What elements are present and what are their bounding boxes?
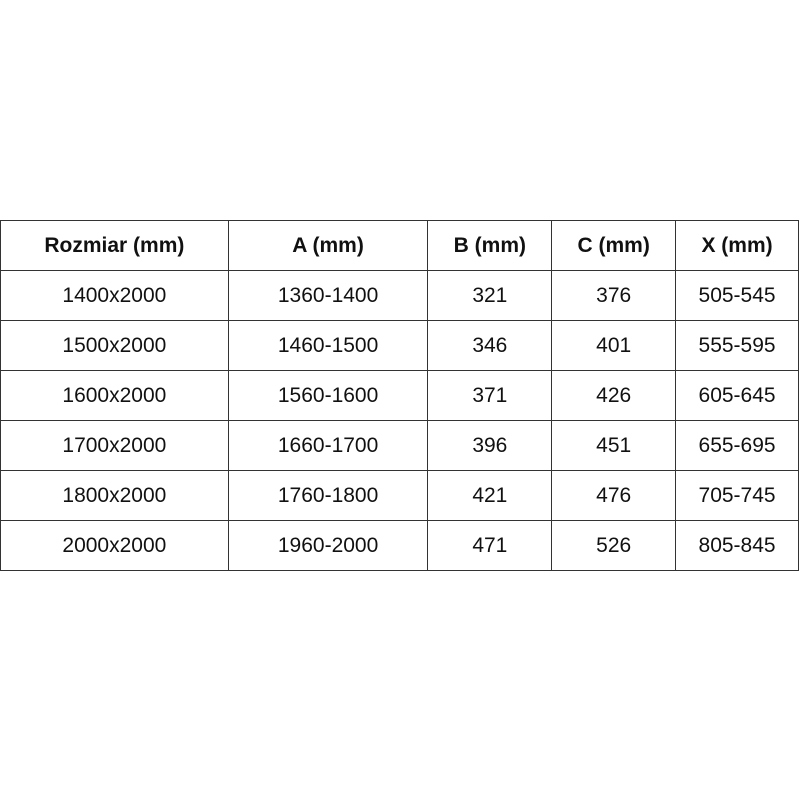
table-cell: 371 <box>427 370 553 421</box>
table-cell: 526 <box>551 520 677 571</box>
table-row: 1400x2000 1360-1400 321 376 505-545 <box>0 270 799 321</box>
table-cell: 321 <box>427 270 553 321</box>
table-cell: 2000x2000 <box>0 520 229 571</box>
table-cell: 1660-1700 <box>227 420 429 471</box>
table-row: 1600x2000 1560-1600 371 426 605-645 <box>0 370 799 421</box>
table-cell: 421 <box>427 470 553 521</box>
table-cell: 1760-1800 <box>227 470 429 521</box>
table-cell: 1500x2000 <box>0 320 229 371</box>
table-cell: 1700x2000 <box>0 420 229 471</box>
table-cell: 376 <box>551 270 677 321</box>
table-cell: 555-595 <box>675 320 799 371</box>
header-row: Rozmiar (mm) A (mm) B (mm) C (mm) X (mm) <box>0 220 799 271</box>
table-cell: 1960-2000 <box>227 520 429 571</box>
table-cell: 1460-1500 <box>227 320 429 371</box>
table-cell: 1400x2000 <box>0 270 229 321</box>
table-cell: 805-845 <box>675 520 799 571</box>
table-cell: 426 <box>551 370 677 421</box>
table-cell: 1360-1400 <box>227 270 429 321</box>
table-row: 1800x2000 1760-1800 421 476 705-745 <box>0 470 799 521</box>
table-cell: 655-695 <box>675 420 799 471</box>
table-cell: 605-645 <box>675 370 799 421</box>
table-cell: 1560-1600 <box>227 370 429 421</box>
column-header: A (mm) <box>227 220 429 271</box>
column-header: C (mm) <box>551 220 677 271</box>
table-cell: 401 <box>551 320 677 371</box>
column-header: X (mm) <box>675 220 799 271</box>
table-cell: 1800x2000 <box>0 470 229 521</box>
table-cell: 476 <box>551 470 677 521</box>
table-row: 2000x2000 1960-2000 471 526 805-845 <box>0 520 799 571</box>
table-cell: 451 <box>551 420 677 471</box>
table-cell: 471 <box>427 520 553 571</box>
table-cell: 346 <box>427 320 553 371</box>
table-cell: 1600x2000 <box>0 370 229 421</box>
column-header: Rozmiar (mm) <box>0 220 229 271</box>
column-header: B (mm) <box>427 220 553 271</box>
table-cell: 505-545 <box>675 270 799 321</box>
table-cell: 396 <box>427 420 553 471</box>
table-row: 1700x2000 1660-1700 396 451 655-695 <box>0 420 799 471</box>
table-cell: 705-745 <box>675 470 799 521</box>
dimensions-table: Rozmiar (mm) A (mm) B (mm) C (mm) X (mm) 140… <box>0 220 799 571</box>
table-row: 1500x2000 1460-1500 346 401 555-595 <box>0 320 799 371</box>
